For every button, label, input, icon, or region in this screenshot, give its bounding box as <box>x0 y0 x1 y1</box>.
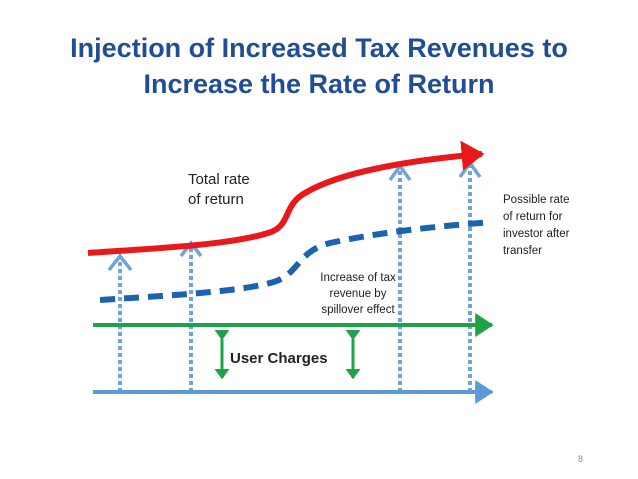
increase-tax-label: Increase of tax revenue by spillover eff… <box>296 270 420 318</box>
dotted-up-arrow-2 <box>179 240 203 392</box>
total-rate-label-line-1: Total rate <box>188 171 250 188</box>
title-line-2: Increase the Rate of Return <box>143 69 495 99</box>
page-number: 8 <box>578 454 584 464</box>
increase-tax-label-line-2: revenue by <box>329 288 387 300</box>
possible-rate-label-line-3: investor after <box>503 228 570 240</box>
possible-rate-label-line-1: Possible rate <box>503 194 570 206</box>
possible-rate-curve <box>99 219 493 303</box>
possible-rate-label-line-2: of return for <box>503 211 563 223</box>
dotted-up-arrow-4 <box>458 159 482 392</box>
user-charges-label: User Charges <box>230 350 328 367</box>
title-line-1: Injection of Increased Tax Revenues to <box>70 33 568 63</box>
slide-title: Injection of Increased Tax Revenues to I… <box>0 30 638 102</box>
total-rate-label-line-2: of return <box>188 191 244 208</box>
total-rate-curve <box>87 140 485 256</box>
increase-tax-label-line-1: Increase of tax <box>320 272 396 284</box>
total-rate-label: Total rate of return <box>188 170 250 210</box>
possible-rate-label: Possible rate of return for investor aft… <box>503 192 569 260</box>
possible-rate-label-line-4: transfer <box>503 245 542 257</box>
increase-tax-label-line-3: spillover effect <box>321 304 395 316</box>
